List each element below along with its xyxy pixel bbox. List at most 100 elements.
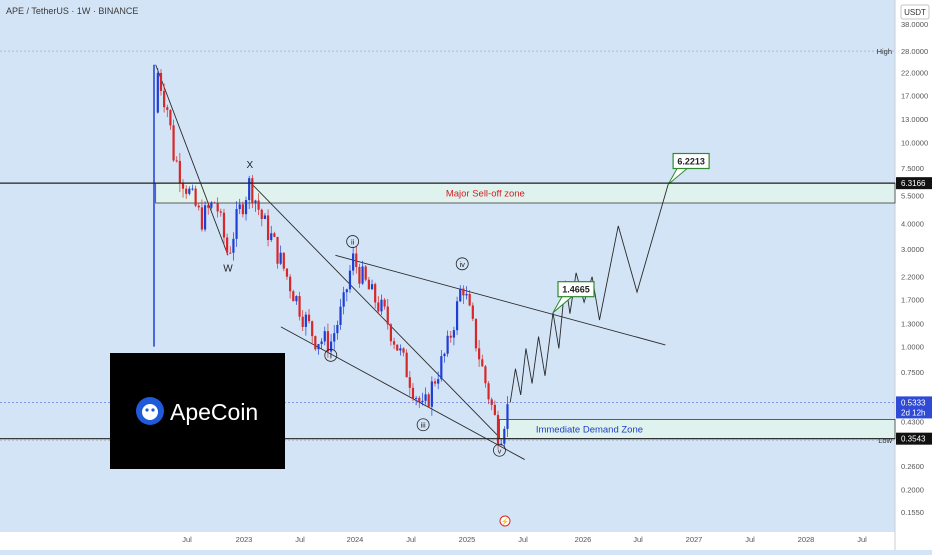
candle-body	[254, 200, 257, 203]
candle-body	[496, 414, 500, 445]
candle-body	[222, 212, 226, 238]
time-tick-label: 2027	[686, 535, 703, 544]
wave-label-w: W	[223, 263, 233, 274]
candle-body	[474, 318, 478, 349]
candle-body	[169, 109, 172, 126]
candle-body	[348, 270, 352, 290]
candle-body	[301, 316, 304, 327]
candle-body	[386, 306, 389, 325]
price-badge-text: 6.3166	[901, 179, 926, 188]
target-pointer	[667, 168, 688, 185]
currency-label: USDT	[904, 8, 926, 17]
wave-label-v: v	[498, 446, 502, 455]
candle-body	[197, 205, 200, 208]
wave-label-iv: iv	[460, 260, 466, 269]
candle-body	[405, 352, 408, 378]
candle-body	[282, 252, 285, 269]
candle-body	[336, 324, 339, 334]
candle-body	[433, 381, 437, 384]
candle-body	[392, 341, 396, 345]
sell-off-zone-label: Major Sell-off zone	[446, 189, 525, 200]
candle-body	[279, 252, 282, 264]
candle-body	[380, 299, 383, 312]
wave-label-circle-iv	[455, 257, 469, 271]
candle-body	[226, 237, 229, 253]
candle-body	[449, 335, 452, 338]
candle-body	[323, 331, 326, 342]
candle-body	[364, 266, 367, 280]
candle-body	[452, 330, 456, 338]
price-badge-6.3166	[896, 177, 932, 190]
candle-body	[181, 183, 185, 189]
candle-body	[402, 348, 405, 353]
candle-body	[326, 331, 330, 352]
target-label: 6.2213	[677, 157, 705, 167]
candle-body	[370, 284, 374, 290]
time-tick-label: Jul	[182, 535, 192, 544]
candle-body	[471, 305, 474, 319]
price-tick-label: 0.1550	[901, 508, 924, 517]
candle-body	[276, 236, 279, 264]
time-axis-panel	[0, 532, 895, 550]
candle-body	[355, 253, 358, 268]
candle-body	[377, 302, 380, 312]
wave-label-circle-v	[493, 443, 506, 457]
candle-body	[210, 202, 213, 208]
trendline-4	[335, 254, 666, 346]
candle-body	[229, 252, 232, 254]
candle-body	[166, 107, 169, 110]
candle-body	[298, 296, 301, 317]
candle-body	[213, 202, 216, 204]
candle-body	[241, 204, 244, 215]
candle-body	[484, 366, 487, 384]
wave-label-ii: ii	[351, 238, 355, 247]
candle-body	[339, 306, 342, 325]
price-tick-label: 1.3000	[901, 319, 924, 328]
candle-body	[266, 215, 270, 240]
wave-label-circle-i	[324, 348, 338, 362]
candle-body	[478, 348, 481, 360]
trendline-2	[249, 181, 500, 438]
logo-text: ApeCoin	[170, 399, 258, 425]
sell-off-zone	[155, 182, 896, 204]
candle-body	[292, 291, 295, 302]
price-tick-label: 13.0000	[901, 115, 928, 124]
price-tick-label: 0.2000	[901, 485, 924, 494]
demand-zone-label: Immediate Demand Zone	[536, 425, 643, 436]
candle-body	[175, 160, 178, 162]
price-tick-label: 17.0000	[901, 91, 928, 100]
time-tick-label: Jul	[633, 535, 643, 544]
candle-body	[270, 233, 273, 240]
candle-body	[374, 284, 377, 303]
candle-body	[317, 344, 320, 350]
time-tick-label: Jul	[745, 535, 755, 544]
candle-body	[506, 404, 509, 429]
candle-body	[446, 335, 449, 354]
price-badge-text: 0.3543	[901, 435, 926, 444]
candle-body	[437, 379, 440, 384]
candle-body	[399, 348, 402, 351]
candle-body	[424, 394, 427, 401]
candlesticks	[153, 64, 509, 450]
candle-body	[367, 279, 370, 290]
wave-label-circle-iii	[416, 418, 430, 432]
price-tick-label: 1.7000	[901, 296, 924, 305]
price-badge-0.3543	[896, 432, 932, 445]
candle-body	[260, 209, 263, 219]
reference-label-low: Low	[878, 436, 892, 445]
candle-body	[156, 72, 159, 113]
candle-body	[329, 341, 333, 352]
candle-body	[289, 276, 292, 292]
price-badge-text: 0.5333	[901, 398, 926, 407]
price-tick-label: 2.2000	[901, 273, 924, 282]
ape-eye-right	[151, 408, 155, 412]
candle-body	[188, 188, 191, 194]
candle-body	[203, 205, 207, 230]
candle-body	[307, 314, 311, 322]
candle-body	[295, 296, 298, 302]
candle-body	[408, 377, 411, 388]
candle-body	[345, 289, 348, 293]
candle-body	[468, 293, 471, 306]
